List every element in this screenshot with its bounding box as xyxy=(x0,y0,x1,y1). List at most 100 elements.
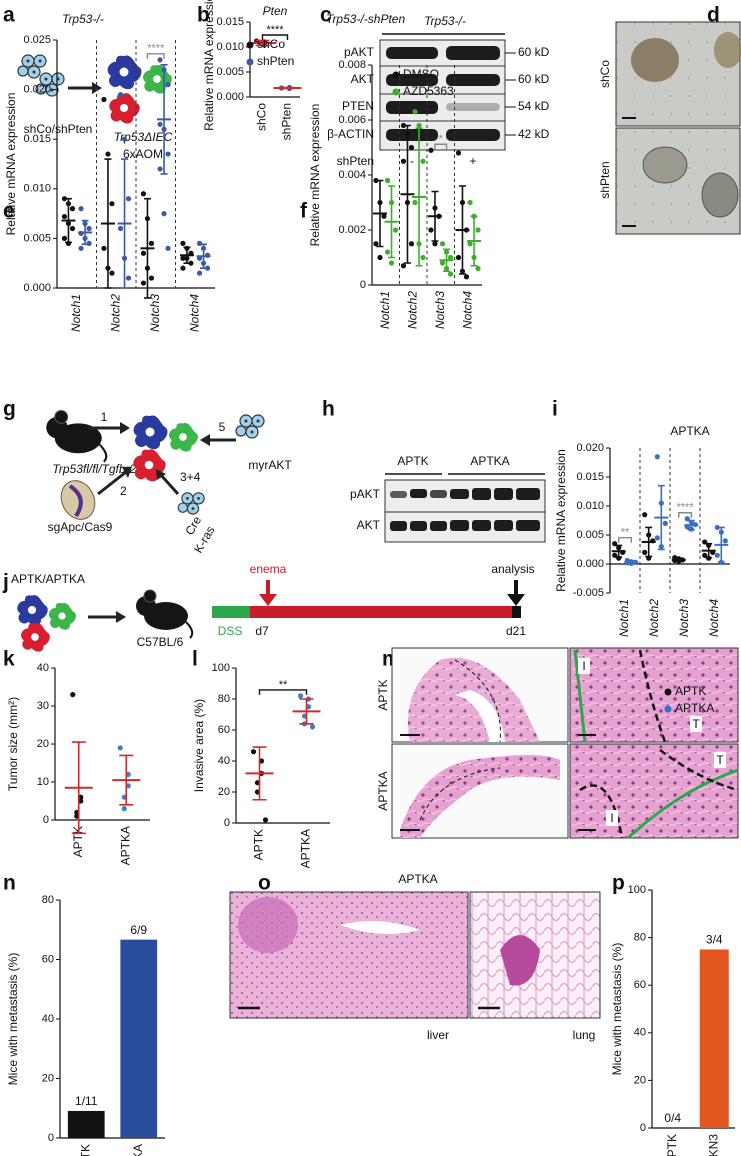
significance-label: **** xyxy=(147,43,165,55)
y-tick-label: 0.002 xyxy=(338,224,366,236)
legend-marker xyxy=(392,88,400,96)
y-tick-label: 40 xyxy=(42,1013,54,1025)
x-tick-label: Notch3 xyxy=(148,294,162,332)
shape-path xyxy=(500,935,540,986)
shape-rect xyxy=(390,521,407,531)
bar xyxy=(67,1110,105,1138)
y-tick-label: 0.015 xyxy=(23,133,51,145)
y-tick-label: 20 xyxy=(42,1072,54,1084)
data-point xyxy=(121,136,128,142)
x-tick-label: APTKA xyxy=(299,829,313,868)
data-point xyxy=(662,520,668,527)
shape-path xyxy=(573,649,587,743)
x-tick-label: Notch1 xyxy=(378,291,392,329)
significance-bracket xyxy=(146,53,165,59)
data-point xyxy=(309,724,316,730)
shape-path xyxy=(340,921,420,934)
analysis-label: analysis xyxy=(491,562,534,576)
y-tick-label: 0.005 xyxy=(23,232,51,244)
y-tick-label: 30 xyxy=(37,700,49,712)
panel-letter: f xyxy=(300,200,308,223)
y-tick-label: -0.005 xyxy=(573,587,604,599)
x-tick-label: Notch2 xyxy=(405,291,419,329)
data-point xyxy=(432,241,438,247)
data-point xyxy=(377,254,383,261)
shape-path xyxy=(455,690,505,742)
shape-rect xyxy=(472,488,491,500)
blot-size-label: 60 kD xyxy=(518,45,550,59)
shape-g xyxy=(505,52,516,136)
y-tick-label: 0.015 xyxy=(576,471,604,483)
data-point xyxy=(654,535,660,541)
legend-marker xyxy=(246,41,254,49)
data-point xyxy=(101,245,107,251)
legend-marker xyxy=(664,705,672,713)
shape-path xyxy=(68,484,83,518)
shape-rect xyxy=(410,489,427,498)
data-point xyxy=(180,265,186,271)
shape-ellipse xyxy=(60,480,96,520)
x-tick-label: Notch4 xyxy=(187,294,201,332)
shape-rect xyxy=(569,743,739,839)
blot-group-label: APTKA xyxy=(470,454,509,468)
organ-label: lung xyxy=(573,1028,596,1042)
legend-label: shCo xyxy=(257,37,285,51)
y-axis-label: Mice with metastasis (%) xyxy=(6,953,20,1086)
data-point xyxy=(70,692,76,698)
shape-ellipse xyxy=(642,146,688,184)
shape-path xyxy=(419,767,501,821)
data-point xyxy=(400,263,407,269)
y-axis-label: Relative mRNA expression xyxy=(554,449,568,592)
panel-o-images: APTKA liver lung xyxy=(229,872,601,1042)
x-tick-label: Notch4 xyxy=(707,599,721,637)
data-point xyxy=(428,147,434,153)
data-point xyxy=(262,817,269,823)
data-point xyxy=(412,199,418,206)
shape-rect xyxy=(569,647,739,743)
region-label: I xyxy=(610,811,613,825)
panel-d-images: shCo shPten xyxy=(598,21,741,235)
data-point xyxy=(157,121,163,127)
shape-rect xyxy=(450,489,469,499)
data-point xyxy=(165,82,171,88)
data-point xyxy=(475,227,481,233)
shape-rect xyxy=(212,606,250,618)
shape-rect xyxy=(446,74,500,86)
significance-label: **** xyxy=(676,502,694,514)
day-label: d7 xyxy=(255,624,269,638)
y-tick-label: 0.010 xyxy=(216,41,244,53)
y-tick-label: 80 xyxy=(218,693,230,705)
data-point xyxy=(439,241,446,247)
y-tick-label: 80 xyxy=(634,932,646,944)
enema-label: enema xyxy=(250,562,287,576)
significance-bracket xyxy=(678,512,692,518)
day-label: d21 xyxy=(506,624,526,638)
y-tick-label: 60 xyxy=(218,724,230,736)
data-point xyxy=(86,240,92,246)
bar xyxy=(120,939,158,1138)
shape-rect xyxy=(578,658,590,674)
panel-h-blot: APTK APTKA pAKT AKT xyxy=(350,454,546,543)
y-tick-label: 40 xyxy=(634,1027,646,1039)
sg-label: sgApc/Cas9 xyxy=(48,520,113,534)
shape-ellipse xyxy=(701,172,739,218)
shape-rect xyxy=(690,716,702,732)
blot-header: Trp53-/- xyxy=(424,14,466,28)
shape-rect xyxy=(516,520,540,531)
x-tick-label: APTK xyxy=(252,829,266,860)
image-row-label: shCo xyxy=(598,60,612,88)
data-point xyxy=(722,538,728,544)
data-point xyxy=(373,177,379,184)
data-point xyxy=(654,454,660,460)
data-point xyxy=(117,745,123,751)
x-tick-label: APTK xyxy=(71,826,85,857)
y-axis-label: Relative mRNA expression xyxy=(202,0,216,131)
data-point xyxy=(125,275,132,281)
y-tick-label: 0.008 xyxy=(338,59,366,71)
shape-line xyxy=(158,472,180,496)
panel-letter: h xyxy=(322,398,335,421)
x-tick-label: Notch2 xyxy=(647,599,661,637)
shape-rect xyxy=(606,810,618,826)
data-point xyxy=(61,235,68,241)
data-point xyxy=(125,196,132,202)
